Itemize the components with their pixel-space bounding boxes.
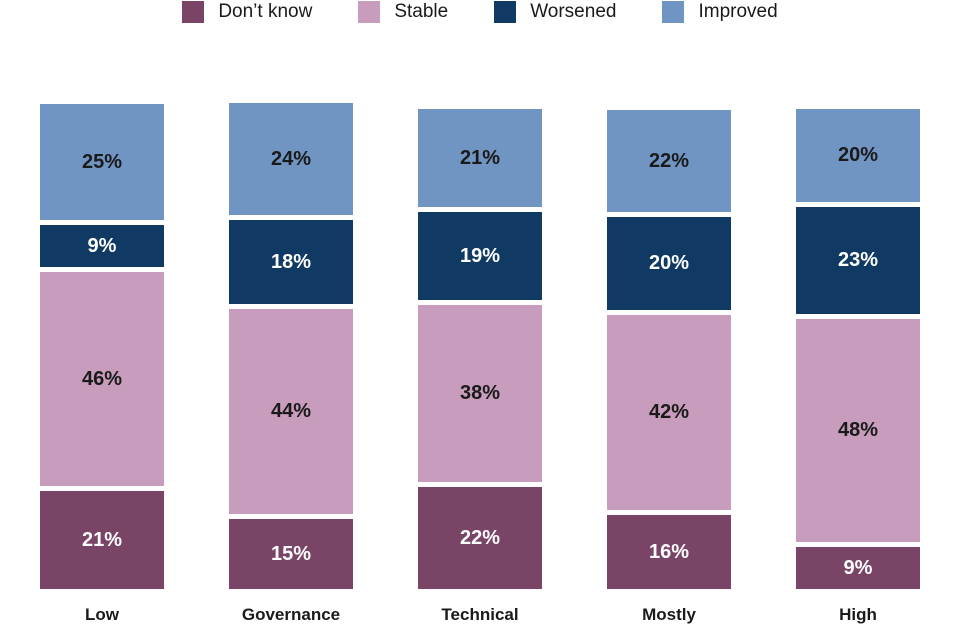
legend-swatch-dont-know <box>182 1 205 23</box>
legend-swatch-worsened <box>494 1 517 23</box>
stacked-bar: 16% 42% 20% 22% <box>607 110 731 589</box>
bar-segment: 18% <box>229 220 353 304</box>
legend-label-worsened: Worsened <box>530 1 617 22</box>
bar-segment: 24% <box>229 103 353 215</box>
bar-segment: 21% <box>418 109 542 207</box>
bar-column-mostly: 16% 42% 20% 22% Mostly <box>607 110 731 637</box>
bar-segment: 9% <box>40 225 164 267</box>
legend-item-worsened: Worsened <box>494 1 616 23</box>
bar-segment: 22% <box>607 110 731 212</box>
legend-item-improved: Improved <box>662 1 778 23</box>
bar-column-high: 9% 48% 23% 20% High <box>796 109 920 637</box>
bar-segment: 46% <box>40 272 164 486</box>
legend-label-improved: Improved <box>698 1 778 22</box>
bar-segment: 16% <box>607 515 731 589</box>
category-label: Technical <box>441 605 519 624</box>
legend-item-stable: Stable <box>358 1 448 23</box>
legend-swatch-stable <box>358 1 381 23</box>
legend-label-stable: Stable <box>394 1 449 22</box>
bar-segment: 21% <box>40 491 164 589</box>
bar-column-governance: 15% 44% 18% 24% Governance <box>229 103 353 637</box>
bar-segment: 20% <box>607 217 731 310</box>
bar-segment: 15% <box>229 519 353 589</box>
bar-segment: 25% <box>40 104 164 220</box>
stacked-bar: 9% 48% 23% 20% <box>796 109 920 589</box>
bar-segment: 9% <box>796 547 920 589</box>
bar-segment: 19% <box>418 212 542 300</box>
category-label: High <box>839 605 877 624</box>
bar-segment: 23% <box>796 207 920 314</box>
bar-column-low: 21% 46% 9% 25% Low <box>40 104 164 637</box>
stacked-bar: 22% 38% 19% 21% <box>418 109 542 589</box>
category-label: Low <box>85 605 119 624</box>
bar-segment: 38% <box>418 305 542 482</box>
legend: Don’t know Stable Worsened Improved <box>0 0 960 27</box>
stacked-bar: 15% 44% 18% 24% <box>229 103 353 589</box>
stacked-bar: 21% 46% 9% 25% <box>40 104 164 589</box>
legend-swatch-improved <box>662 1 685 23</box>
bar-segment: 42% <box>607 315 731 510</box>
legend-label-dont-know: Don’t know <box>218 1 313 22</box>
legend-item-dont-know: Don’t know <box>182 1 312 23</box>
bar-segment: 44% <box>229 309 353 514</box>
bar-column-technical: 22% 38% 19% 21% Technical <box>418 109 542 637</box>
category-label: Mostly <box>642 605 696 624</box>
bar-segment: 20% <box>796 109 920 202</box>
bar-segment: 22% <box>418 487 542 589</box>
bar-segment: 48% <box>796 319 920 542</box>
category-label: Governance <box>241 605 341 624</box>
